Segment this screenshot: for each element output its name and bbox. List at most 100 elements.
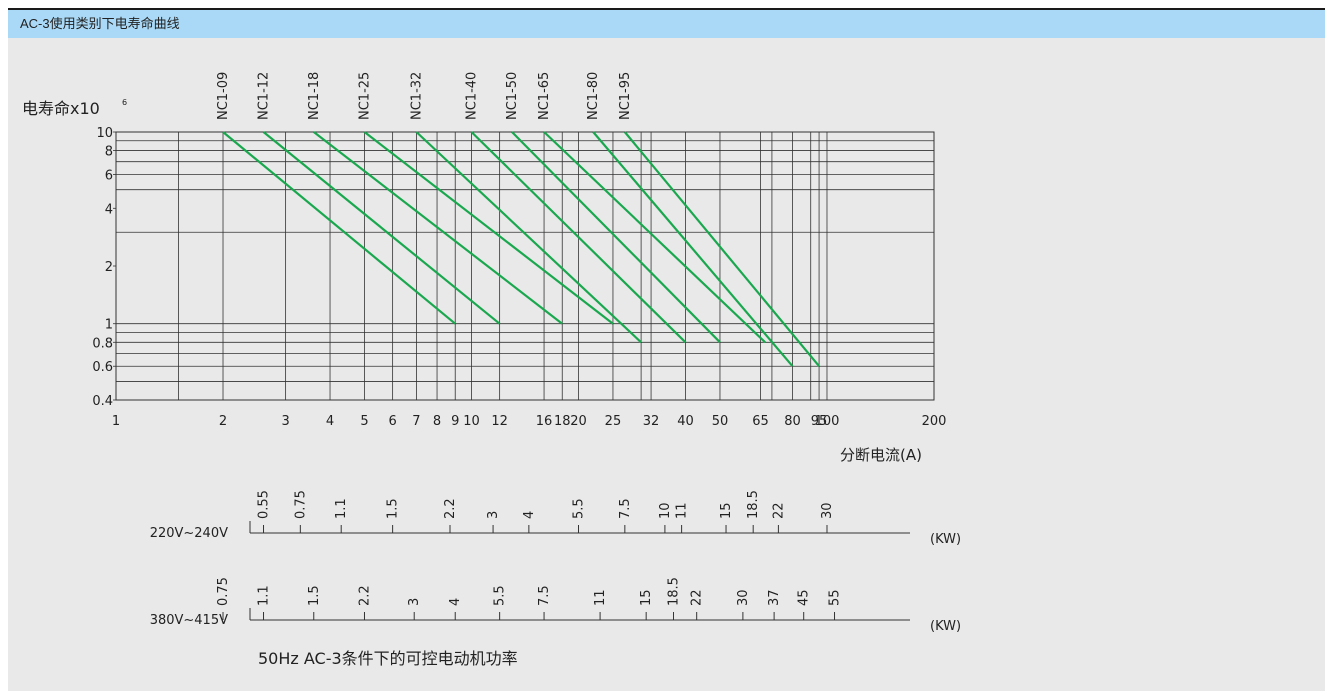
series-line: [262, 131, 501, 325]
x-tick-label: 3: [281, 414, 289, 429]
power-tick-label: 5.5: [572, 498, 587, 519]
power-caption: 50Hz AC-3条件下的可控电动机功率: [258, 649, 518, 668]
series-label: NC1-32: [409, 72, 424, 120]
series-lines: [222, 131, 820, 367]
series-line: [415, 131, 642, 344]
x-tick-label: 32: [643, 414, 660, 429]
power-tick-label: 3: [486, 511, 501, 519]
power-tick-label: 22: [771, 502, 786, 519]
x-tick-label: 100: [815, 414, 840, 429]
y-tick-label: 1: [105, 318, 113, 333]
power-tick-label: 30: [736, 589, 751, 606]
grid: [115, 131, 935, 401]
power-tick-label: 15: [639, 589, 654, 606]
power-tick-label: 1.5: [307, 585, 322, 606]
power-tick-label: 37: [767, 589, 782, 606]
power-tick-label: 22: [690, 589, 705, 606]
power-tick-label: 3: [407, 598, 422, 606]
series-line: [363, 131, 614, 325]
x-tick-label: 9: [451, 414, 459, 429]
y-tick-label: 2: [105, 260, 113, 275]
x-tick-label: 16: [536, 414, 553, 429]
x-tick-label: 65: [752, 414, 769, 429]
y-tick-label: 0.4: [92, 394, 113, 409]
series-line: [592, 131, 794, 367]
header-title: AC-3使用类别下电寿命曲线: [20, 16, 180, 31]
unit-label: (KW): [930, 532, 961, 547]
series-label: NC1-09: [216, 72, 231, 120]
x-tick-label: 40: [677, 414, 694, 429]
series-line: [543, 131, 766, 344]
voltage-label: 380V~415V: [150, 613, 228, 628]
power-tick-label: 7.5: [618, 498, 633, 519]
power-tick-label: 45: [797, 589, 812, 606]
series-label: NC1-25: [357, 72, 372, 120]
x-tick-label: 18: [554, 414, 571, 429]
x-axis-label: 分断电流(A): [840, 446, 922, 464]
x-tick-label: 8: [433, 414, 441, 429]
unit-label: (KW): [930, 619, 961, 634]
power-tick-label: 0.55: [257, 490, 272, 519]
power-tick-label: 11: [675, 502, 690, 519]
series-label: NC1-12: [257, 72, 272, 120]
x-tick-label: 4: [326, 414, 334, 429]
series-label: NC1-40: [464, 72, 479, 120]
power-tick-label: 10: [658, 502, 673, 519]
power-tick-label: 15: [719, 502, 734, 519]
power-tick-label: 4: [448, 598, 463, 606]
x-tick-label: 7: [412, 414, 420, 429]
voltage-label: 220V~240V: [150, 526, 228, 541]
y-tick-label: 0.6: [92, 360, 113, 375]
series-label: NC1-95: [618, 72, 633, 120]
series-line: [511, 131, 721, 344]
x-tick-label: 6: [388, 414, 396, 429]
power-tick-label: 1.1: [257, 585, 272, 606]
power-tick-label: 1.1: [334, 498, 349, 519]
y-tick-label: 8: [105, 145, 113, 160]
series-label: NC1-18: [307, 72, 322, 120]
power-scales: 220V~240V (KW) 0.55 0.75 1.1 1.5 2.2 3 4 5.5 7.5 10…: [150, 490, 961, 634]
plot-frame: [115, 131, 935, 401]
x-tick-label: 50: [712, 414, 729, 429]
chart-panel: 1 2 3 4 5 6 7 8 9 10 12 16 18 20 25 32 40 50 65 80 95 100 200 0…: [8, 8, 1325, 691]
power-tick-label: 55: [828, 589, 843, 606]
y-tick-label: 4: [105, 202, 113, 217]
series-line: [623, 131, 820, 367]
power-tick-label: 2.2: [443, 498, 458, 519]
power-tick-label: 5.5: [493, 585, 508, 606]
y-tick-label: 0.8: [92, 336, 113, 351]
power-tick-label: 4: [522, 511, 537, 519]
power-tick-label: 0.75: [293, 490, 308, 519]
power-tick-label: 1.5: [386, 498, 401, 519]
x-tick-label: 5: [360, 414, 368, 429]
series-line: [222, 131, 456, 325]
x-tick-label: 12: [491, 414, 508, 429]
y-axis-label-superscript: 6: [122, 98, 127, 107]
y-axis-label: 电寿命x10: [22, 99, 100, 118]
series-labels: NC1-09 NC1-12 NC1-18 NC1-25 NC1-32 NC1-40 NC1-…: [216, 72, 633, 120]
header-bar: AC-3使用类别下电寿命曲线: [8, 8, 1325, 38]
x-tick-label: 2: [219, 414, 227, 429]
power-tick-label: 18.5: [746, 490, 761, 519]
power-tick-label: 7.5: [537, 585, 552, 606]
x-tick-label: 10: [463, 414, 480, 429]
series-label: NC1-50: [505, 72, 520, 120]
series-line: [313, 131, 563, 325]
power-tick-label: 18.5: [666, 577, 681, 606]
x-tick-label: 20: [570, 414, 587, 429]
power-tick-label: 0.75: [216, 577, 231, 606]
x-tick-label: 95: [811, 414, 828, 429]
series-line: [470, 131, 687, 344]
x-tick-label: 200: [922, 414, 947, 429]
power-tick-label: 11: [593, 589, 608, 606]
power-tick-label: 30: [820, 502, 835, 519]
x-tick-label: 1: [112, 414, 120, 429]
x-tick-label: 80: [784, 414, 801, 429]
power-tick-label: 2.2: [357, 585, 372, 606]
series-label: NC1-65: [537, 72, 552, 120]
series-label: NC1-80: [586, 72, 601, 120]
y-tick-label: 6: [105, 169, 113, 184]
x-tick-label: 25: [605, 414, 622, 429]
